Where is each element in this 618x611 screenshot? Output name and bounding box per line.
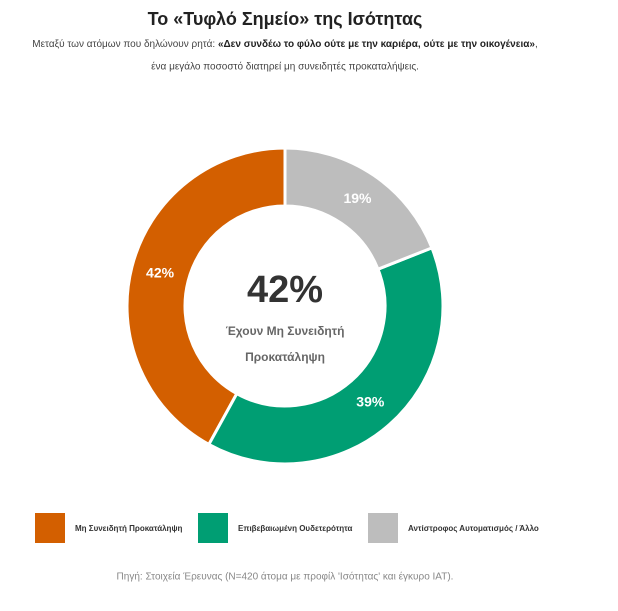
value-label: 19%	[343, 190, 372, 206]
center-text: Προκατάληψη	[245, 350, 325, 364]
donut-segment	[206, 245, 445, 466]
legend-label: Επιβεβαιωμένη Ουδετερότητα	[238, 524, 353, 533]
donut-segment	[283, 146, 434, 272]
subtitle-part: ,	[535, 39, 538, 50]
center-text: Έχουν Μη Συνειδητή	[226, 324, 345, 338]
center-value: 42%	[247, 269, 323, 311]
legend-label: Αντίστροφος Αυτοματισμός / Άλλο	[408, 524, 539, 533]
legend-swatch	[35, 513, 65, 543]
subtitle: Μεταξύ των ατόμων που δηλώνουν ρητά: «Δε…	[32, 38, 538, 50]
subtitle-line: ένα μεγάλο ποσοστό διατηρεί μη συνειδητέ…	[151, 61, 419, 73]
donut-segment	[125, 146, 287, 447]
legend-label: Μη Συνειδητή Προκατάληψη	[75, 524, 182, 533]
legend-swatch	[198, 513, 228, 543]
legend-swatch	[368, 513, 398, 543]
subtitle-part: Μεταξύ των ατόμων που δηλώνουν ρητά:	[32, 38, 218, 50]
value-label: 39%	[356, 393, 385, 409]
subtitle-quote: «Δεν συνδέω το φύλο ούτε με την καριέρα,…	[218, 39, 535, 50]
chart-title: Το «Τυφλό Σημείο» της Ισότητας	[148, 9, 423, 29]
source: Πηγή: Στοιχεία Έρευνας (N=420 άτομα με π…	[117, 571, 454, 583]
value-label: 42%	[146, 265, 175, 281]
